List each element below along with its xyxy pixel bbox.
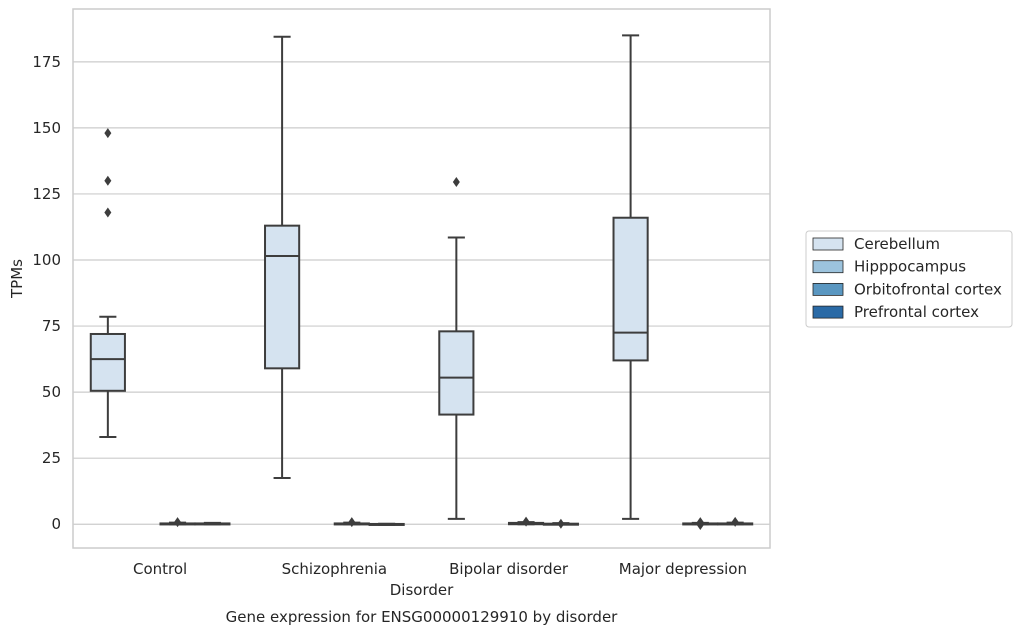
outlier-point	[174, 517, 182, 528]
outlier-point	[348, 517, 356, 528]
series-prefrontal-cortex	[194, 516, 754, 529]
outlier-point	[104, 175, 112, 186]
y-tick-label: 100	[32, 251, 61, 269]
y-tick-label: 75	[42, 317, 61, 335]
y-tick-label: 25	[42, 449, 61, 467]
legend-label: Prefrontal cortex	[854, 303, 979, 321]
legend: Cerebellum Hipppocampus Orbitofrontal cort…	[805, 230, 1013, 328]
outlier-point	[522, 516, 530, 527]
legend-label: Orbitofrontal cortex	[854, 280, 1002, 298]
box	[89, 332, 126, 392]
box	[612, 216, 649, 362]
y-tick-label: 50	[42, 383, 61, 401]
x-tick-label: Control	[133, 560, 187, 578]
chart-caption: Gene expression for ENSG00000129910 by d…	[226, 608, 619, 626]
outlier-point	[557, 518, 565, 529]
legend-frame	[805, 230, 1013, 328]
y-tick-label: 125	[32, 185, 61, 203]
outlier-point	[696, 520, 704, 531]
y-tick-label: 175	[32, 53, 61, 71]
series-orbitofrontal-cortex	[159, 516, 719, 531]
box	[438, 330, 475, 416]
x-tick-label: Major depression	[619, 560, 747, 578]
x-tick-labels: Control Schizophrenia Bipolar disorder Majo…	[133, 560, 747, 578]
box-series	[89, 34, 754, 531]
x-tick-label: Bipolar disorder	[449, 560, 569, 578]
y-tick-label: 0	[51, 515, 61, 533]
y-tick-labels: 0 25 50 75 100 125 150 175	[32, 53, 61, 533]
x-axis-label: Disorder	[390, 581, 454, 599]
axes-frame	[72, 8, 771, 549]
legend-label: Hipppocampus	[854, 258, 966, 276]
x-tick-label: Schizophrenia	[282, 560, 387, 578]
legend-swatch	[812, 260, 844, 274]
legend-swatch	[812, 305, 844, 319]
outlier-point	[104, 207, 112, 218]
outlier-point	[452, 177, 460, 188]
legend-label: Cerebellum	[854, 235, 940, 253]
legend-swatch	[812, 282, 844, 296]
grid-lines	[73, 61, 770, 525]
series-cerebellum	[89, 34, 649, 520]
box	[264, 224, 301, 370]
y-axis-label: TPMs	[8, 259, 26, 299]
legend-swatch	[812, 237, 844, 251]
y-tick-label: 150	[32, 119, 61, 137]
outlier-point	[104, 128, 112, 139]
outlier-point	[731, 516, 739, 527]
